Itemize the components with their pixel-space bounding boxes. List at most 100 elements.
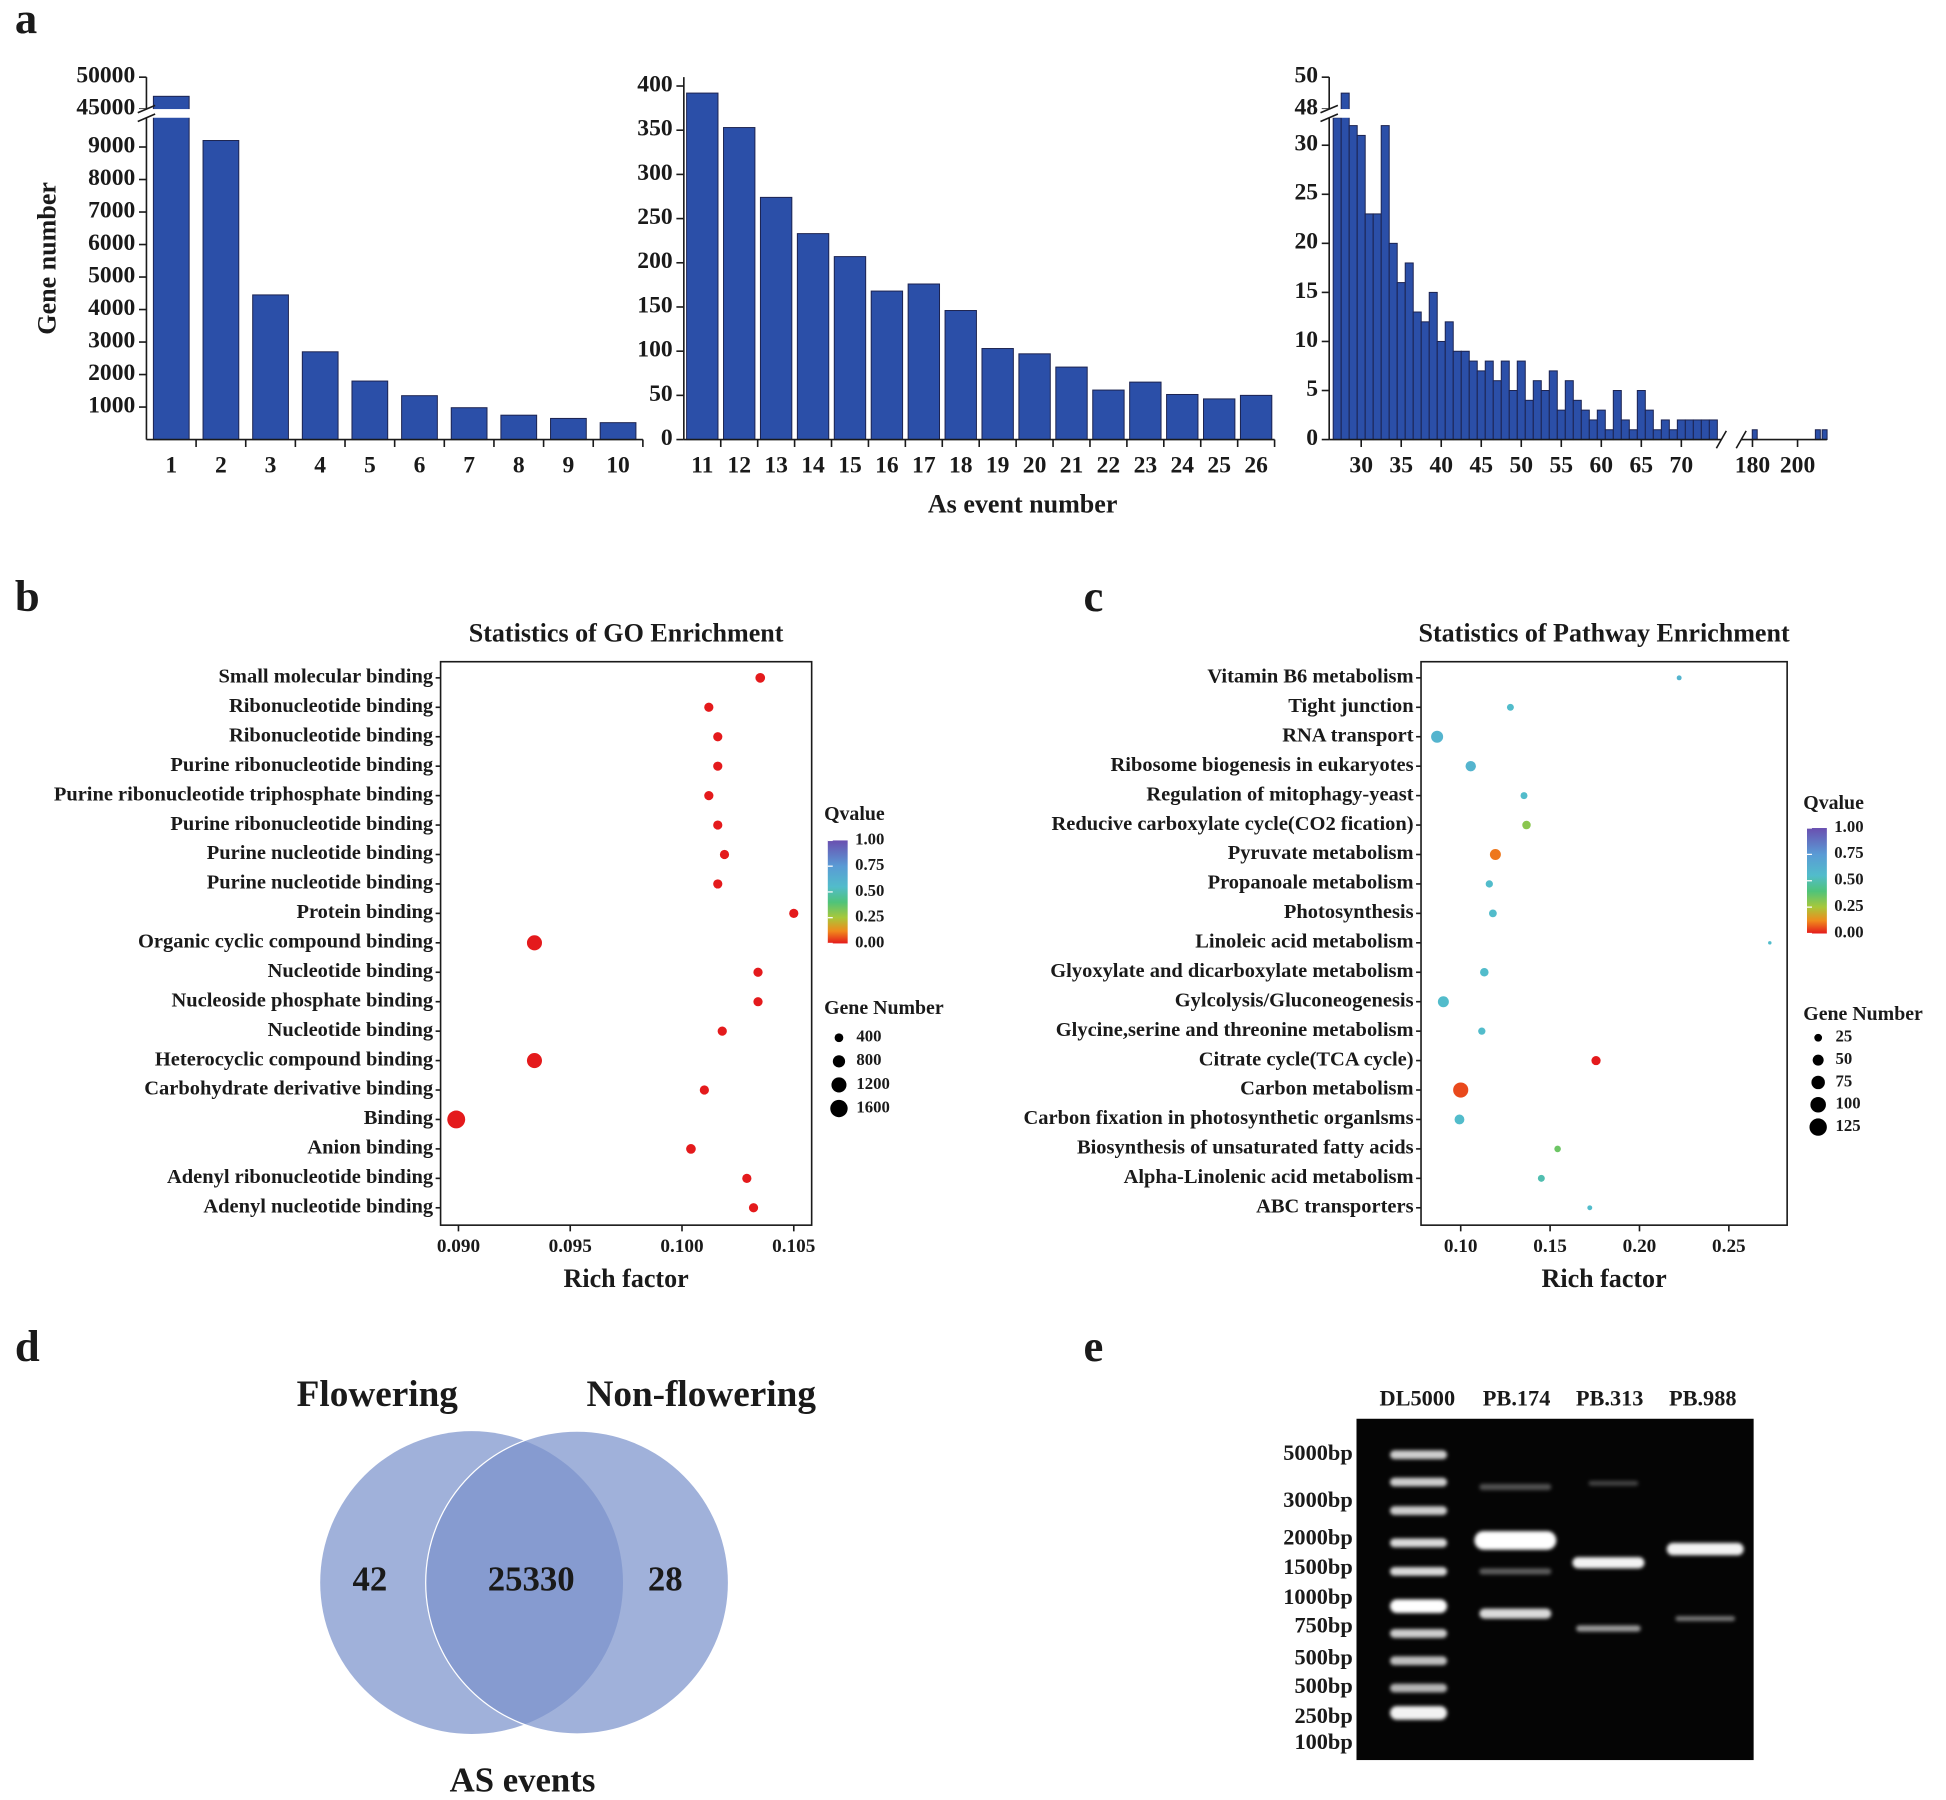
x-tick-label: 0.20	[1623, 1236, 1657, 1257]
bubble	[1506, 703, 1514, 711]
chart-title: Statistics of GO Enrichment	[469, 619, 784, 648]
y-tick-label: 9000	[88, 132, 135, 158]
bar	[1372, 213, 1382, 441]
axis-break-mark	[1735, 430, 1747, 449]
bar	[907, 283, 941, 441]
color-tick-label: 0.25	[1834, 896, 1863, 915]
x-tick-label: 8	[513, 452, 525, 478]
y-tick-label: Adenyl nucleotide binding	[203, 1195, 434, 1217]
bubble	[526, 935, 542, 951]
axis-break-mark	[137, 104, 156, 114]
y-tick-label: 6000	[88, 230, 135, 256]
y-tick-label: 15	[1294, 278, 1318, 304]
y-tick-label: Nucleoside phosphate binding	[171, 989, 433, 1011]
y-axis-label: Gene number	[33, 182, 62, 335]
marker-label: 5000bp	[1283, 1440, 1353, 1465]
bar	[401, 395, 438, 441]
y-tick-label: 50	[1294, 63, 1318, 89]
x-tick-label: 3	[265, 452, 277, 478]
lane-label: DL5000	[1379, 1385, 1455, 1410]
bubble	[704, 702, 714, 712]
y-tick-label: 5	[1306, 376, 1318, 402]
venn-title: AS events	[450, 1761, 596, 1800]
venn-count: 25330	[488, 1560, 575, 1599]
bar	[1612, 390, 1622, 441]
bar	[981, 348, 1014, 441]
x-tick-label: 9	[563, 452, 575, 478]
bubble	[1437, 996, 1449, 1008]
x-tick-label: 2	[215, 452, 227, 478]
bubble	[686, 1144, 696, 1154]
x-tick-label: 16	[875, 452, 899, 478]
bar	[1676, 419, 1686, 441]
bubble	[1431, 730, 1444, 743]
legend-title: Gene Number	[824, 997, 944, 1019]
x-tick-label: 0.10	[1444, 1236, 1478, 1257]
bar	[1628, 429, 1638, 441]
bar	[686, 92, 719, 441]
color-tick-label: 0.25	[855, 907, 884, 926]
gel-band	[1390, 1683, 1448, 1693]
bar	[1412, 311, 1422, 441]
x-tick-label: 5	[364, 452, 376, 478]
bar	[252, 294, 289, 441]
size-legend-dot	[831, 1077, 847, 1093]
bubble	[755, 672, 766, 683]
x-axis-label: Rich factor	[1542, 1264, 1667, 1293]
y-tick-label: 250	[637, 204, 672, 230]
size-legend-dot	[1811, 1075, 1825, 1090]
bubble	[1554, 1145, 1561, 1153]
bar	[1564, 380, 1574, 441]
bar	[1460, 350, 1470, 441]
bar	[1620, 419, 1630, 441]
venn: Flowering Non-flowering 42 25330 28 AS e…	[297, 1374, 817, 1799]
x-tick-label: 70	[1670, 452, 1694, 478]
bubble	[719, 849, 730, 860]
y-tick-label: Anion binding	[307, 1137, 433, 1159]
size-legend-label: 50	[1836, 1049, 1853, 1068]
x-tick-label: 0.105	[772, 1236, 815, 1257]
y-tick-label: RNA transport	[1282, 724, 1414, 746]
x-tick-label: 30	[1349, 452, 1373, 478]
y-tick-label: Small molecular binding	[219, 666, 434, 688]
venn-count: 28	[648, 1560, 683, 1599]
bar	[202, 140, 240, 441]
size-legend-dot	[834, 1033, 844, 1043]
bubble	[1676, 675, 1682, 681]
bar	[1340, 92, 1350, 441]
bar	[1452, 350, 1462, 441]
x-axis-label: As event number	[928, 490, 1118, 519]
bubble	[1485, 880, 1493, 888]
y-tick-label: Purine ribonucleotide binding	[170, 813, 433, 835]
y-tick-label: Vitamin B6 metabolism	[1207, 666, 1413, 688]
bar	[1492, 380, 1502, 441]
x-tick-label: 14	[801, 452, 825, 478]
x-tick-label: 12	[727, 452, 751, 478]
chart-title: Statistics of Pathway Enrichment	[1419, 619, 1790, 648]
y-tick-label: Nucleotide binding	[268, 960, 434, 982]
bubble	[789, 908, 799, 918]
venn-circle	[425, 1430, 730, 1735]
bar	[1588, 419, 1598, 441]
bar	[1644, 409, 1654, 441]
panel-label: b	[15, 571, 40, 621]
y-tick-label: 50	[649, 381, 673, 407]
y-tick-label: 10	[1294, 327, 1318, 353]
bar	[1420, 321, 1430, 441]
bar	[599, 422, 637, 441]
marker-label: 500bp	[1294, 1645, 1352, 1670]
gel-band	[1390, 1477, 1448, 1487]
venn-set-label: Flowering	[297, 1374, 459, 1415]
x-tick-label: 40	[1429, 452, 1453, 478]
marker-label: 750bp	[1294, 1612, 1352, 1637]
gel-band	[1390, 1629, 1448, 1638]
y-tick-label: 200	[637, 248, 672, 274]
gel-band	[1588, 1480, 1639, 1486]
bar	[1580, 409, 1590, 441]
gel-band	[1390, 1506, 1448, 1515]
bubble	[753, 997, 763, 1007]
x-tick-label: 15	[838, 452, 862, 478]
y-tick-label: Carbon fixation in photosynthetic organl…	[1023, 1107, 1413, 1129]
plot-frame	[1420, 660, 1788, 1226]
panel-label: c	[1083, 571, 1103, 621]
